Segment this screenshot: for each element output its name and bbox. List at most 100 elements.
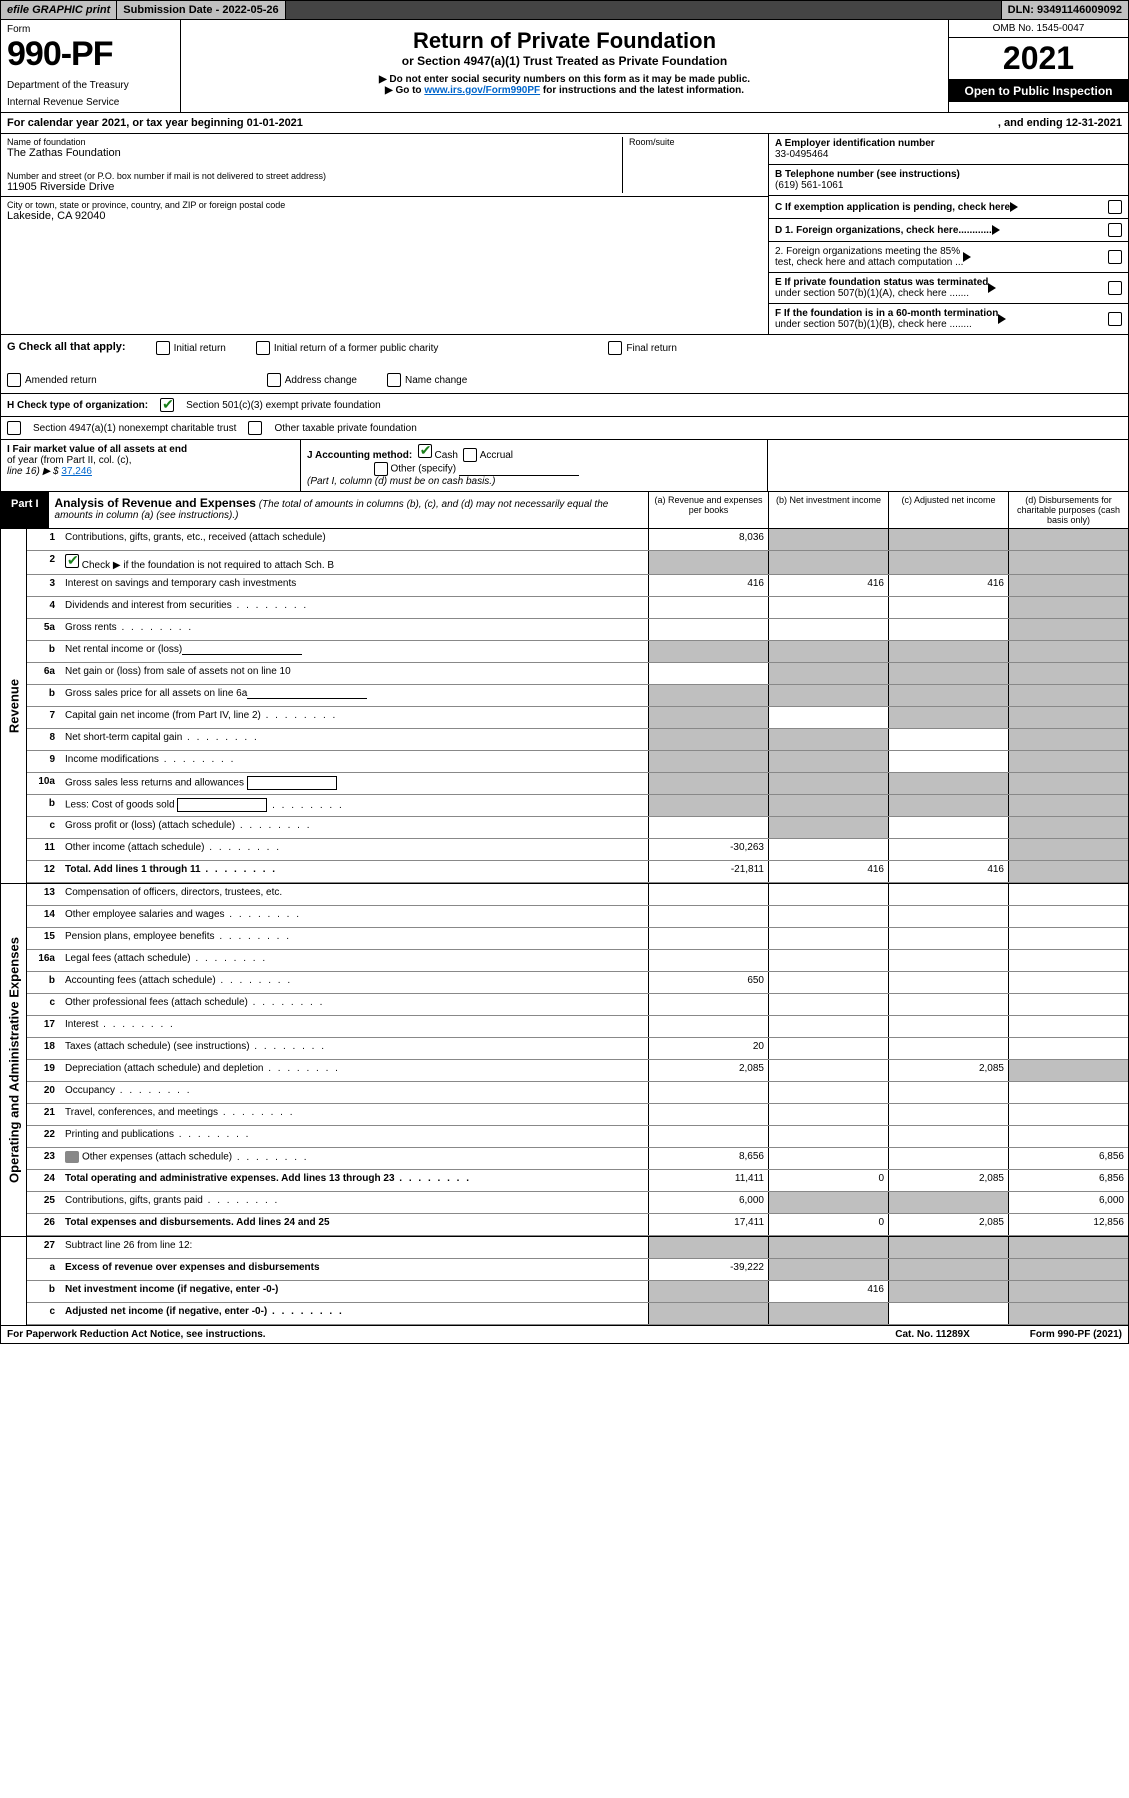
header-mid: Return of Private Foundation or Section … — [181, 20, 948, 112]
j-accrual-checkbox[interactable] — [463, 448, 477, 462]
col-d — [1008, 597, 1128, 618]
e-checkbox[interactable] — [1108, 281, 1122, 295]
col-c: 416 — [888, 575, 1008, 596]
line-number: 5a — [27, 619, 61, 640]
col-c — [888, 817, 1008, 838]
col-a — [648, 685, 768, 706]
line-number: 11 — [27, 839, 61, 860]
d2-checkbox[interactable] — [1108, 250, 1122, 264]
col-c — [888, 972, 1008, 993]
calyear-begin: For calendar year 2021, or tax year begi… — [7, 117, 303, 129]
e-label: E If private foundation status was termi… — [775, 277, 988, 299]
line-b: bNet rental income or (loss) — [27, 641, 1128, 663]
col-d — [1008, 685, 1128, 706]
revenue-side-label: Revenue — [1, 529, 27, 883]
i-block: I Fair market value of all assets at end… — [1, 440, 301, 491]
g-initial-former-checkbox[interactable] — [256, 341, 270, 355]
g-amended-checkbox[interactable] — [7, 373, 21, 387]
line-label: Gross sales less returns and allowances — [61, 773, 648, 794]
line-number: 23 — [27, 1148, 61, 1169]
col-b — [768, 729, 888, 750]
col-c — [888, 529, 1008, 550]
col-c — [888, 551, 1008, 574]
line-label: Contributions, gifts, grants paid — [61, 1192, 648, 1213]
h-other-taxable-checkbox[interactable] — [248, 421, 262, 435]
g-initial-return-checkbox[interactable] — [156, 341, 170, 355]
col-c — [888, 1126, 1008, 1147]
d1-checkbox[interactable] — [1108, 223, 1122, 237]
addr-label: Number and street (or P.O. box number if… — [7, 171, 622, 181]
h-501c3-checkbox[interactable] — [160, 398, 174, 412]
line-9: 9Income modifications — [27, 751, 1128, 773]
line-6a: 6aNet gain or (loss) from sale of assets… — [27, 663, 1128, 685]
line-number: c — [27, 817, 61, 838]
h-4947-checkbox[interactable] — [7, 421, 21, 435]
net-side — [1, 1237, 27, 1325]
col-a: 11,411 — [648, 1170, 768, 1191]
schedule-icon[interactable] — [65, 1151, 79, 1163]
line-5a: 5aGross rents — [27, 619, 1128, 641]
line-label: Capital gain net income (from Part IV, l… — [61, 707, 648, 728]
line-23: 23Other expenses (attach schedule)8,6566… — [27, 1148, 1128, 1170]
col-d — [1008, 1038, 1128, 1059]
instructions-link[interactable]: www.irs.gov/Form990PF — [424, 85, 540, 96]
line-17: 17Interest — [27, 1016, 1128, 1038]
col-c — [888, 839, 1008, 860]
line-number: 27 — [27, 1237, 61, 1258]
schb-checkbox[interactable] — [65, 554, 79, 568]
line-number: c — [27, 994, 61, 1015]
ein-value: 33-0495464 — [775, 149, 828, 160]
col-c — [888, 685, 1008, 706]
col-d — [1008, 551, 1128, 574]
line-number: 2 — [27, 551, 61, 574]
g-lead: G Check all that apply: — [7, 341, 126, 355]
f-checkbox[interactable] — [1108, 312, 1122, 326]
col-a — [648, 795, 768, 816]
line-number: 9 — [27, 751, 61, 772]
line-11: 11Other income (attach schedule)-30,263 — [27, 839, 1128, 861]
col-b — [768, 663, 888, 684]
catalog-number: Cat. No. 11289X — [895, 1329, 969, 1340]
line-b: bAccounting fees (attach schedule)650 — [27, 972, 1128, 994]
line-label: Total expenses and disbursements. Add li… — [61, 1214, 648, 1235]
h-line: H Check type of organization: Section 50… — [0, 394, 1129, 417]
col-a-header: (a) Revenue and expenses per books — [648, 492, 768, 528]
col-c — [888, 1016, 1008, 1037]
col-b — [768, 1060, 888, 1081]
col-a: -21,811 — [648, 861, 768, 882]
col-a — [648, 619, 768, 640]
topbar-spacer — [286, 1, 1002, 19]
col-d — [1008, 906, 1128, 927]
opex-table: Operating and Administrative Expenses 13… — [0, 884, 1129, 1237]
col-a — [648, 950, 768, 971]
g-final-return-checkbox[interactable] — [608, 341, 622, 355]
line-3: 3Interest on savings and temporary cash … — [27, 575, 1128, 597]
col-b — [768, 773, 888, 794]
g-address-change-checkbox[interactable] — [267, 373, 281, 387]
j-other-checkbox[interactable] — [374, 462, 388, 476]
line-13: 13Compensation of officers, directors, t… — [27, 884, 1128, 906]
col-a — [648, 1237, 768, 1258]
col-b: 416 — [768, 575, 888, 596]
c-checkbox[interactable] — [1108, 200, 1122, 214]
col-a — [648, 707, 768, 728]
street-address: 11905 Riverside Drive — [7, 181, 622, 193]
col-d — [1008, 619, 1128, 640]
arrow-icon — [963, 252, 971, 262]
form-word: Form — [7, 24, 174, 35]
col-a: -30,263 — [648, 839, 768, 860]
fmv-link[interactable]: 37,246 — [61, 466, 92, 477]
j-cash-checkbox[interactable] — [418, 444, 432, 458]
line-label: Interest — [61, 1016, 648, 1037]
line-label: Net short-term capital gain — [61, 729, 648, 750]
g-name-change-checkbox[interactable] — [387, 373, 401, 387]
col-a — [648, 994, 768, 1015]
col-c — [888, 884, 1008, 905]
col-d — [1008, 641, 1128, 662]
f-label: F If the foundation is in a 60-month ter… — [775, 308, 998, 330]
header-right: OMB No. 1545-0047 2021 Open to Public In… — [948, 20, 1128, 112]
col-c — [888, 751, 1008, 772]
line-label: Adjusted net income (if negative, enter … — [61, 1303, 648, 1324]
col-b — [768, 1104, 888, 1125]
line-number: 16a — [27, 950, 61, 971]
